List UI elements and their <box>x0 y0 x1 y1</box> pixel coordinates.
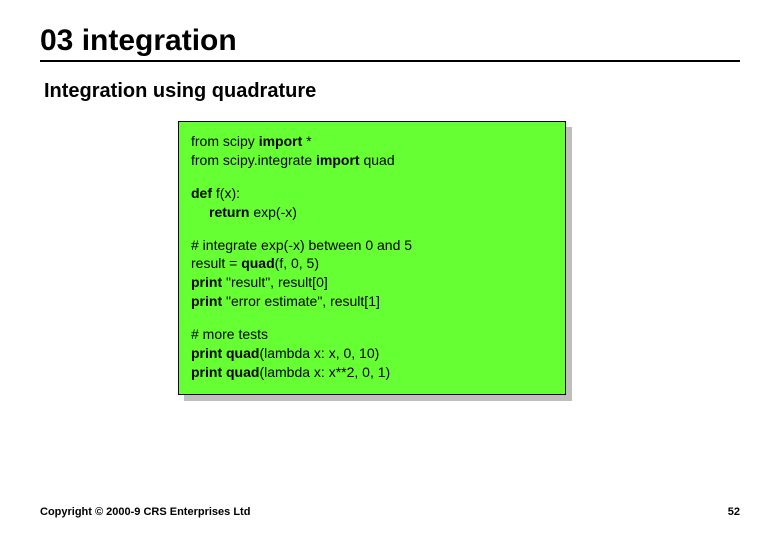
code-line: print quad(lambda x: x, 0, 10) <box>191 344 553 363</box>
page-number: 52 <box>728 506 740 518</box>
blank-line <box>191 222 553 236</box>
code-block-wrap: from scipy import * from scipy.integrate… <box>178 121 566 395</box>
code-line: return exp(-x) <box>191 203 553 222</box>
slide-title: 03 integration <box>40 24 740 62</box>
code-line: # integrate exp(-x) between 0 and 5 <box>191 236 553 255</box>
blank-line <box>191 311 553 325</box>
slide-subtitle: Integration using quadrature <box>44 80 740 103</box>
code-line: print "error estimate", result[1] <box>191 292 553 311</box>
code-line: # more tests <box>191 325 553 344</box>
copyright-text: Copyright © 2000-9 CRS Enterprises Ltd <box>40 506 250 518</box>
code-line: print "result", result[0] <box>191 273 553 292</box>
blank-line <box>191 170 553 184</box>
code-line: from scipy.integrate import quad <box>191 151 553 170</box>
code-box: from scipy import * from scipy.integrate… <box>178 121 566 395</box>
code-line: result = quad(f, 0, 5) <box>191 254 553 273</box>
footer: Copyright © 2000-9 CRS Enterprises Ltd 5… <box>40 506 740 518</box>
code-line: def f(x): <box>191 184 553 203</box>
code-line: from scipy import * <box>191 132 553 151</box>
slide: 03 integration Integration using quadrat… <box>0 0 780 540</box>
code-line: print quad(lambda x: x**2, 0, 1) <box>191 363 553 382</box>
